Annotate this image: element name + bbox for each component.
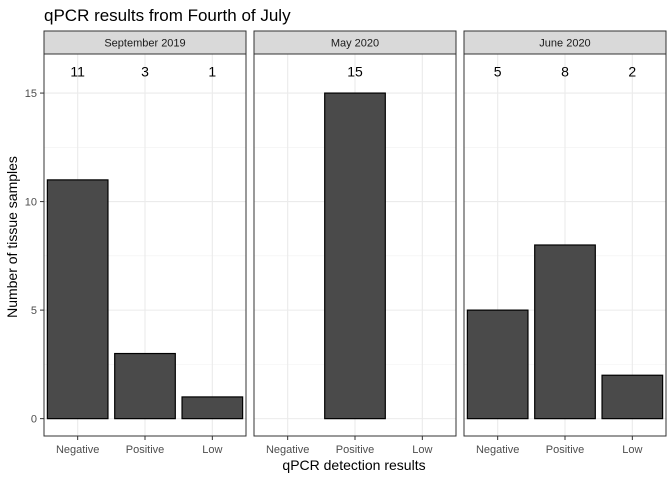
x-tick-label: Positive [336,444,375,456]
x-tick-label: Low [622,444,642,456]
chart-title: qPCR results from Fourth of July [44,6,291,25]
facet-panel: June 2020 5 8 2 Negative Positive Low [463,30,667,456]
bar-count-label: 1 [208,63,216,79]
facet-panel: September 2019 11 3 1 Negative Positive Low [43,30,247,456]
y-tick-label: 10 [25,197,37,209]
bar [601,374,664,420]
x-tick-label: Positive [126,444,165,456]
bar [324,92,386,420]
bar-count-label: 15 [347,63,363,79]
x-tick-label: Low [412,444,432,456]
y-tick-label: 15 [25,88,37,100]
x-tick-label: Low [202,444,222,456]
y-axis-label: Number of tissue samples [4,156,20,318]
y-axis: 0 5 10 15 [25,88,44,426]
bar-count-label: 2 [628,63,636,79]
x-axis-label: qPCR detection results [282,457,425,473]
bar [114,352,176,420]
bar [534,244,596,420]
bar [466,309,529,420]
x-tick-label: Negative [476,444,519,456]
facet-strip-label: June 2020 [539,38,590,50]
bar-count-label: 3 [141,63,149,79]
bar-count-label: 5 [494,63,502,79]
bar-count-label: 8 [561,63,569,79]
y-tick-label: 5 [31,305,37,317]
y-tick-label: 0 [31,414,37,426]
x-tick-label: Negative [56,444,99,456]
x-tick-label: Negative [266,444,309,456]
x-tick-label: Positive [546,444,585,456]
facet-strip-label: May 2020 [331,38,379,50]
bar-count-label: 11 [70,63,85,79]
facet-strip-label: September 2019 [104,38,185,50]
bar [46,179,109,420]
facet-panel: May 2020 15 Negative Positive Low [253,30,457,456]
bar [181,396,244,420]
